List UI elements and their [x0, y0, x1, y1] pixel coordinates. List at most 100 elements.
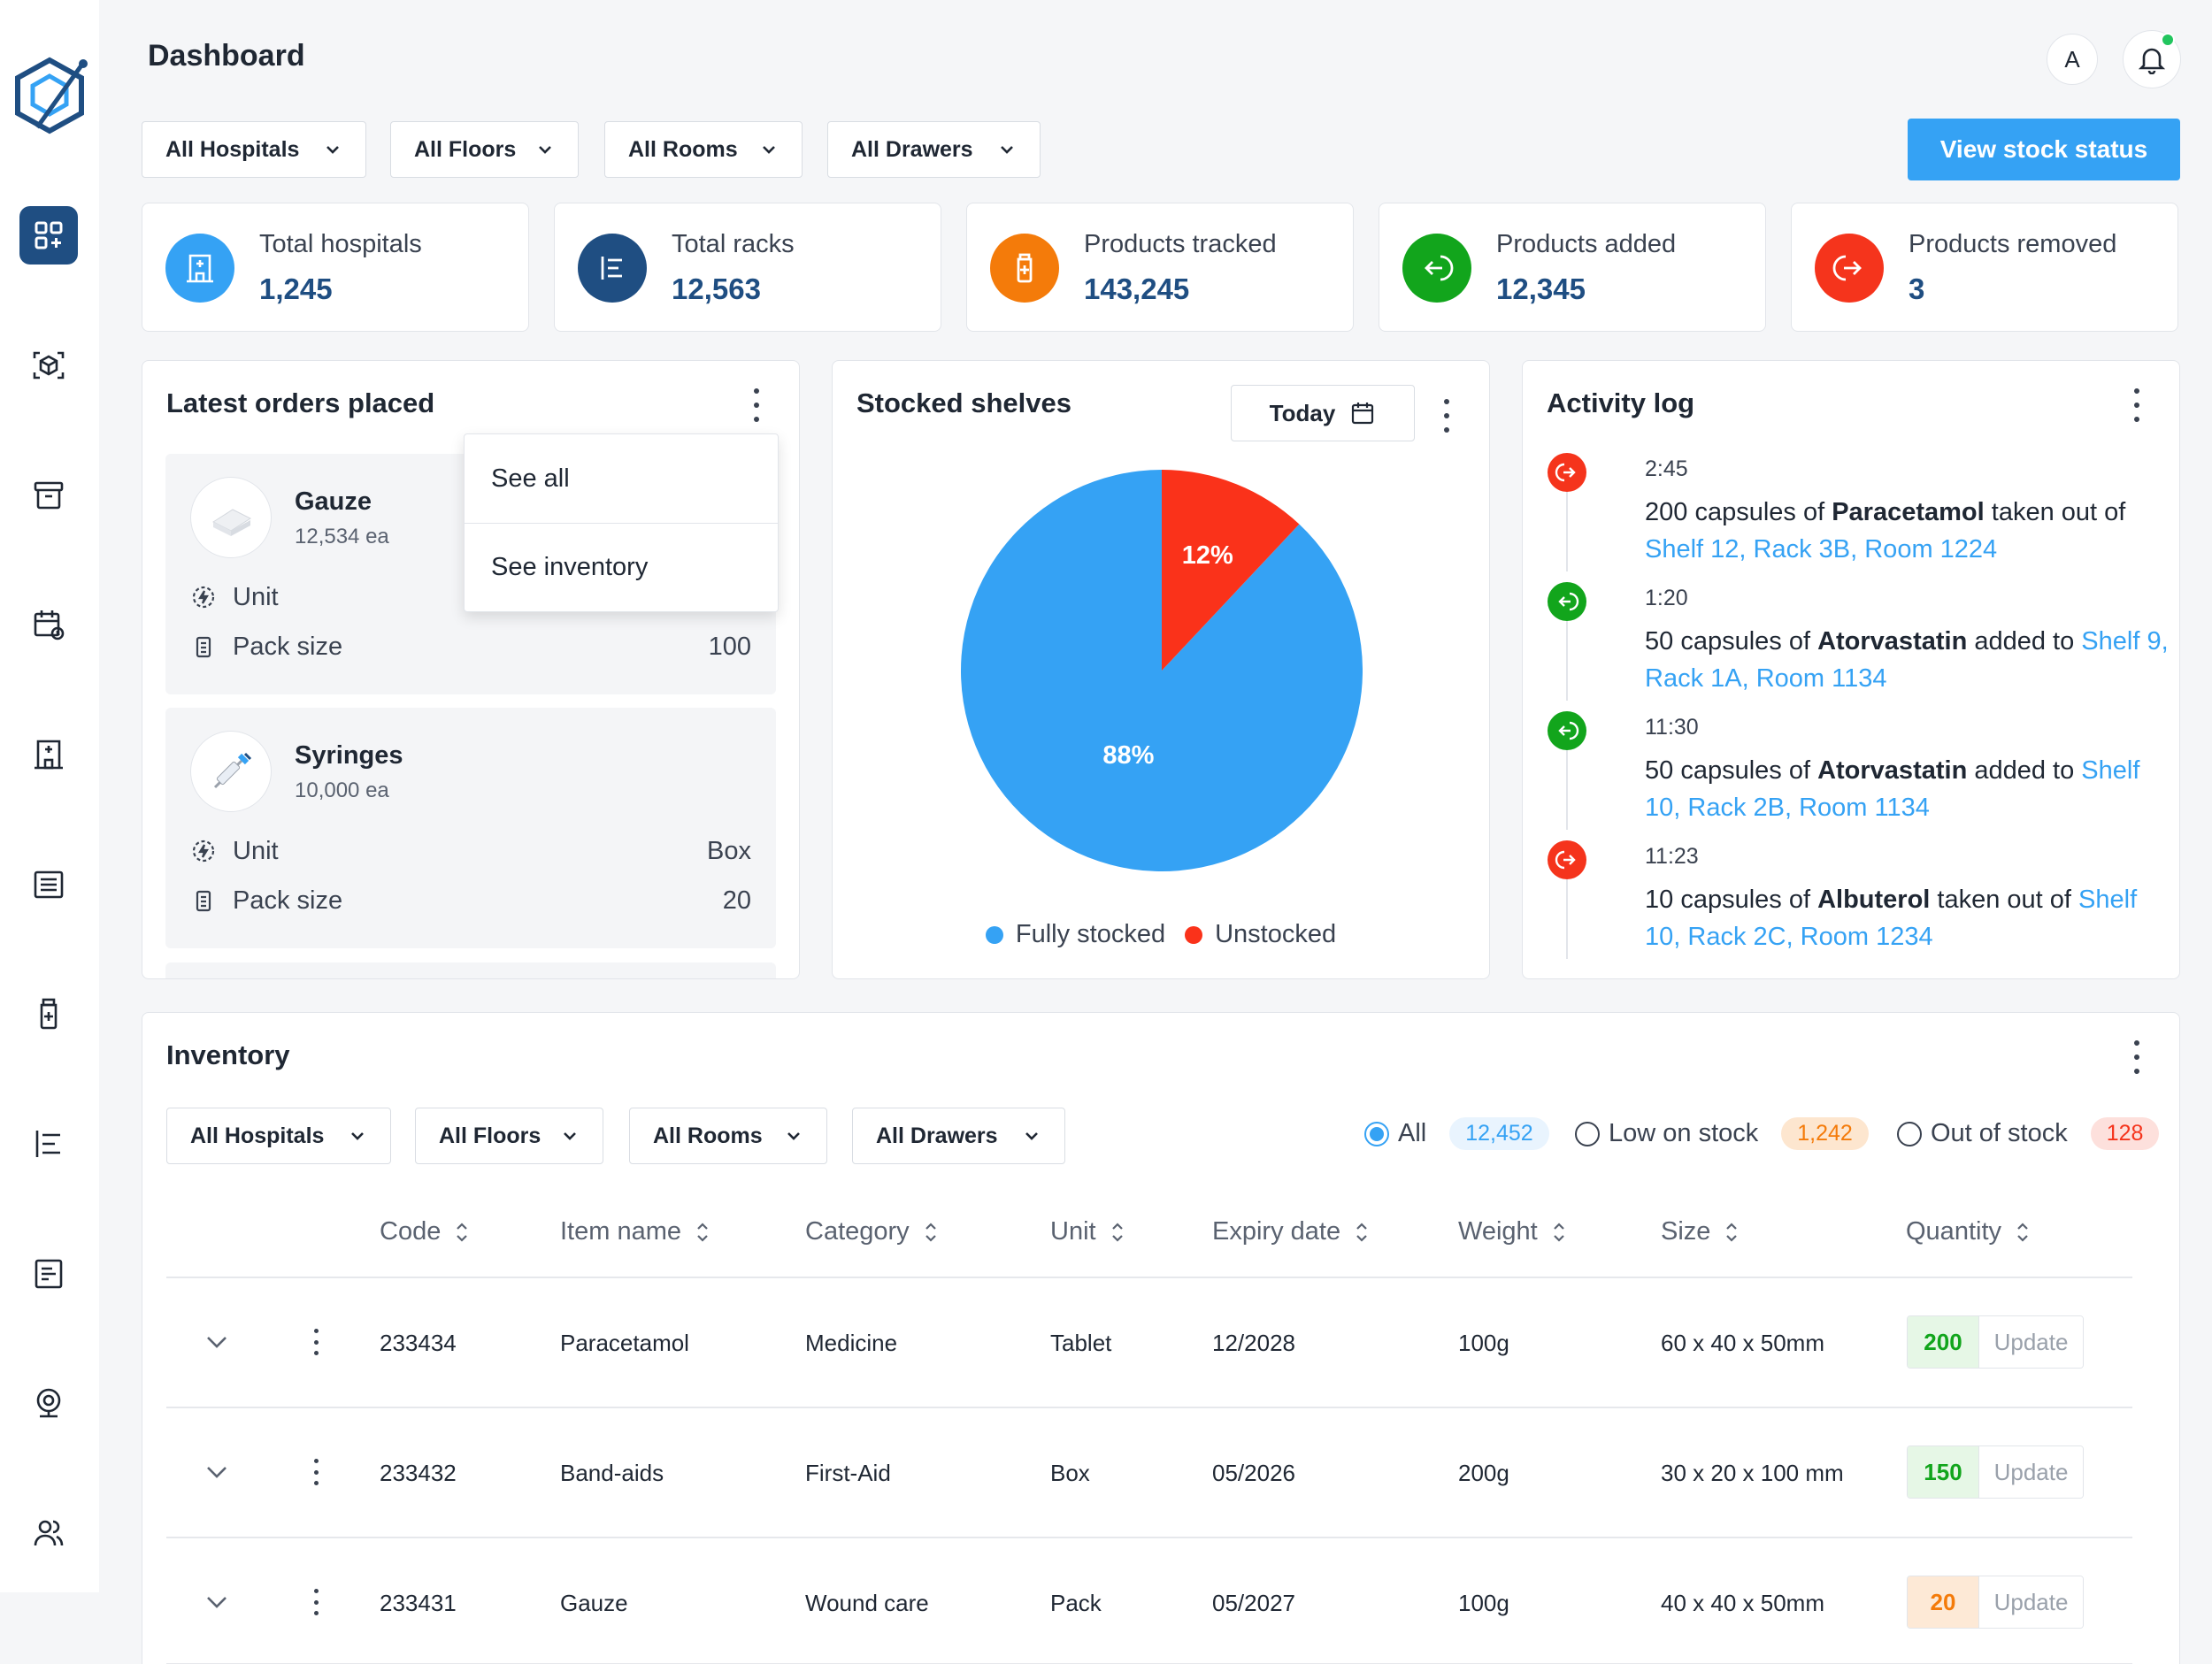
inventory-filter-floors[interactable]: All Floors — [415, 1108, 603, 1164]
column-header-weight[interactable]: Weight — [1458, 1217, 1568, 1246]
chevron-down-icon — [787, 1132, 800, 1140]
stat-card-removed: Products removed 3 — [1791, 203, 2178, 332]
cell-size: 60 x 40 x 50mm — [1661, 1330, 1824, 1356]
cell-item-name: Gauze — [560, 1590, 628, 1616]
sidebar-item-dashboard[interactable] — [19, 206, 78, 265]
activity-time: 11:30 — [1645, 715, 1699, 740]
notifications-button[interactable] — [2123, 30, 2181, 88]
order-pack-row: Pack size 100 — [190, 629, 751, 664]
box-scan-icon — [33, 351, 65, 380]
row-more-icon[interactable] — [311, 1329, 320, 1355]
location-link[interactable]: Shelf 9, Rack 1A, Room 1134 — [1645, 627, 2169, 693]
filter-radio-all[interactable]: All 12,452 — [1364, 1117, 1549, 1150]
more-icon[interactable] — [748, 386, 765, 425]
legend-item-unstocked: Unstocked — [1185, 920, 1336, 949]
filter-hospitals[interactable]: All Hospitals — [142, 121, 366, 178]
filter-floors-label: All Floors — [439, 1123, 541, 1148]
stat-card-added: Products added 12,345 — [1379, 203, 1766, 332]
rack-icon — [578, 234, 647, 303]
row-more-icon[interactable] — [311, 1589, 320, 1615]
sidebar-item-hospitals[interactable] — [19, 725, 78, 784]
timeline-line — [1566, 621, 1568, 701]
update-button[interactable]: Update — [1978, 1576, 2083, 1628]
sidebar-item-racks[interactable] — [19, 1115, 78, 1173]
timeline-line — [1566, 492, 1568, 571]
column-header-unit[interactable]: Unit — [1050, 1217, 1126, 1246]
cell-expiry: 05/2027 — [1212, 1590, 1295, 1616]
filter-radio-out-of-stock[interactable]: Out of stock 128 — [1897, 1117, 2160, 1150]
inventory-filter-drawers[interactable]: All Drawers — [852, 1108, 1065, 1164]
menu-item-see-inventory[interactable]: See inventory — [465, 523, 778, 611]
filter-radio-low-stock[interactable]: Low on stock 1,242 — [1575, 1117, 1869, 1150]
avatar[interactable]: A — [2047, 34, 2098, 85]
hospital-icon — [35, 740, 63, 770]
activity-log-panel: Activity log 2:45 200 capsules of Parace… — [1522, 360, 2180, 979]
stat-card-hospitals: Total hospitals 1,245 — [142, 203, 529, 332]
rack-icon — [35, 1131, 60, 1157]
order-unit-value: Box — [707, 836, 751, 865]
view-stock-status-button[interactable]: View stock status — [1908, 119, 2180, 180]
order-card[interactable] — [165, 962, 776, 978]
sidebar-item-users[interactable] — [19, 1504, 78, 1562]
activity-text: 50 capsules of Atorvastatin added to She… — [1645, 627, 2169, 693]
panel-title: Inventory — [166, 1039, 290, 1070]
cell-weight: 200g — [1458, 1460, 1509, 1486]
document-icon — [35, 1259, 63, 1289]
list-icon — [34, 870, 64, 899]
filter-rooms-label: All Rooms — [628, 136, 738, 162]
more-icon[interactable] — [2128, 386, 2146, 425]
sidebar-item-archive[interactable] — [19, 466, 78, 525]
menu-item-see-all[interactable]: See all — [491, 464, 570, 493]
cell-size: 30 x 20 x 100 mm — [1661, 1460, 1844, 1486]
table-divider — [166, 1277, 2132, 1278]
clipboard-icon — [196, 890, 211, 912]
column-header-category[interactable]: Category — [805, 1217, 940, 1246]
sidebar-item-list[interactable] — [19, 855, 78, 914]
more-icon[interactable] — [1438, 396, 1455, 435]
more-icon[interactable] — [2128, 1038, 2146, 1077]
order-card[interactable]: Syringes 10,000 ea Unit Box Pack size 20 — [165, 708, 776, 948]
sort-icon — [2017, 1222, 2028, 1242]
hospital-icon — [165, 234, 234, 303]
filter-drawers[interactable]: All Drawers — [827, 121, 1041, 178]
cell-weight: 100g — [1458, 1330, 1509, 1356]
app-logo-icon[interactable] — [11, 53, 88, 137]
sidebar-item-schedule[interactable] — [19, 595, 78, 654]
expand-chevron-icon[interactable] — [202, 1587, 232, 1617]
sidebar-item-reports[interactable] — [19, 1245, 78, 1303]
row-more-icon[interactable] — [311, 1459, 320, 1485]
column-header-quantity[interactable]: Quantity — [1906, 1217, 2032, 1246]
period-select[interactable]: Today — [1231, 385, 1415, 441]
gauze-image — [190, 477, 272, 558]
filter-hospitals-label: All Hospitals — [165, 136, 300, 162]
update-button[interactable]: Update — [1978, 1446, 2083, 1498]
location-link[interactable]: Shelf 12, Rack 3B, Room 1224 — [1645, 535, 1998, 564]
syringe-image — [190, 731, 272, 812]
location-link[interactable]: Shelf 10, Rack 2C, Room 1234 — [1645, 886, 2138, 951]
sidebar-item-products[interactable] — [19, 336, 78, 395]
cell-item-name: Band-aids — [560, 1460, 664, 1486]
order-qty: 12,534 ea — [295, 525, 389, 548]
inventory-filter-rooms[interactable]: All Rooms — [629, 1108, 827, 1164]
location-link[interactable]: Shelf 10, Rack 2B, Room 1134 — [1645, 756, 2140, 822]
sidebar-item-cameras[interactable] — [19, 1374, 78, 1432]
expand-chevron-icon[interactable] — [202, 1327, 232, 1357]
radio-icon — [1897, 1121, 1922, 1146]
column-header-code[interactable]: Code — [380, 1217, 471, 1246]
column-header-item-name[interactable]: Item name — [560, 1217, 711, 1246]
column-header-expiry-date[interactable]: Expiry date — [1212, 1217, 1371, 1246]
cell-unit: Box — [1050, 1460, 1090, 1486]
orders-menu: See all See inventory — [464, 433, 779, 612]
column-header-size[interactable]: Size — [1661, 1217, 1740, 1246]
cell-code: 233434 — [380, 1330, 457, 1356]
inventory-filter-hospitals[interactable]: All Hospitals — [166, 1108, 391, 1164]
filter-rooms[interactable]: All Rooms — [604, 121, 803, 178]
sidebar-item-medicine[interactable] — [19, 985, 78, 1043]
sort-icon — [1726, 1222, 1738, 1242]
order-pack-value: 20 — [722, 886, 751, 915]
quantity-value: 20 — [1908, 1576, 1978, 1628]
expand-chevron-icon[interactable] — [202, 1457, 232, 1487]
update-button[interactable]: Update — [1978, 1316, 2083, 1368]
stat-label: Total hospitals — [259, 230, 422, 258]
filter-floors[interactable]: All Floors — [390, 121, 579, 178]
